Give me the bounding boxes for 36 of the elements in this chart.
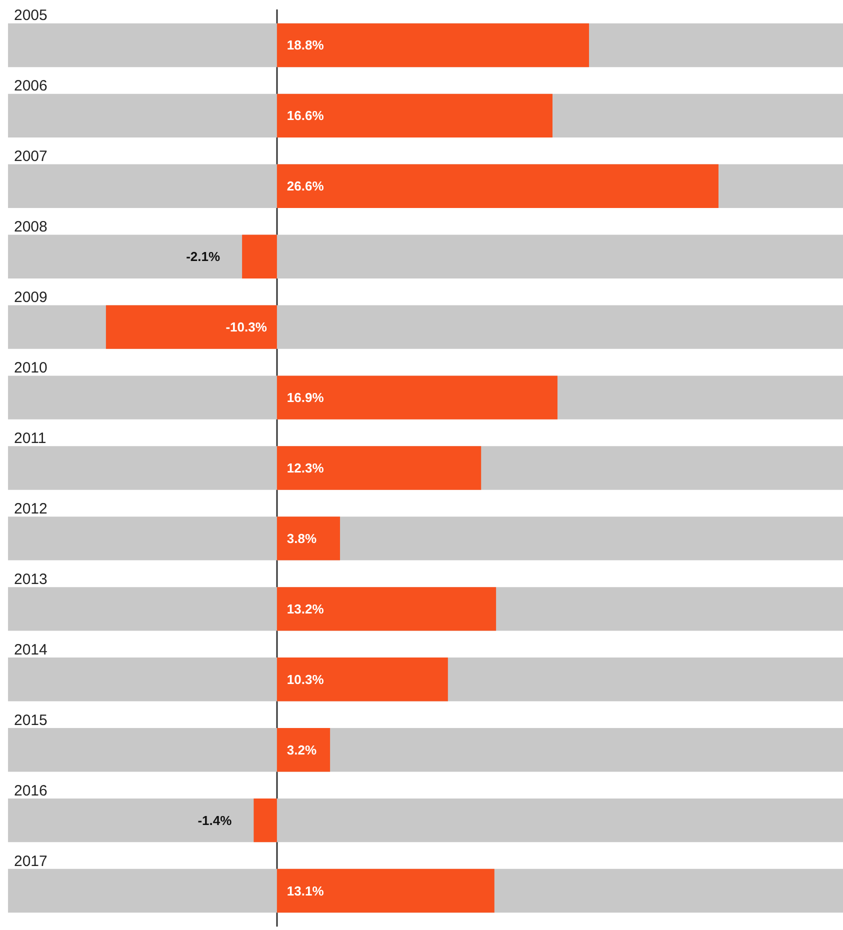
data-label: 13.2% [286, 601, 324, 616]
bar [276, 94, 552, 138]
data-label: 18.8% [286, 38, 324, 53]
bar [276, 587, 496, 631]
bar [276, 658, 448, 702]
y-tick-label: 2010 [14, 360, 48, 377]
y-tick-label: 2005 [14, 7, 48, 24]
bar [276, 868, 494, 913]
data-label: 16.6% [286, 108, 324, 124]
y-tick-label: 2012 [14, 500, 48, 518]
y-tick-label: 2013 [14, 570, 48, 588]
y-tick-label: 2014 [14, 641, 48, 658]
y-tick-label: 2015 [14, 712, 48, 729]
bar [106, 305, 277, 349]
data-label: -1.4% [198, 812, 232, 828]
y-tick-label: 2007 [14, 148, 48, 166]
bar [254, 798, 277, 842]
bar [242, 234, 277, 278]
data-label: 3.8% [286, 530, 317, 546]
bar [276, 516, 340, 560]
y-tick-label: 2017 [14, 852, 48, 870]
data-label: 12.3% [286, 460, 324, 476]
y-tick-label: 2009 [14, 289, 48, 306]
y-tick-label: 2008 [14, 218, 48, 236]
bar [276, 728, 330, 772]
data-label: -2.1% [186, 249, 220, 264]
data-label: 3.2% [286, 742, 317, 758]
y-tick-label: 2006 [14, 78, 48, 95]
bar [276, 446, 482, 490]
data-label: 13.1% [286, 883, 324, 898]
data-label: 10.3% [286, 672, 324, 687]
y-tick-label: 2016 [14, 782, 48, 800]
data-label: -10.3% [226, 320, 268, 335]
y-tick-label: 2011 [14, 430, 46, 447]
data-label: 26.6% [286, 178, 324, 194]
data-label: 16.9% [286, 390, 324, 406]
